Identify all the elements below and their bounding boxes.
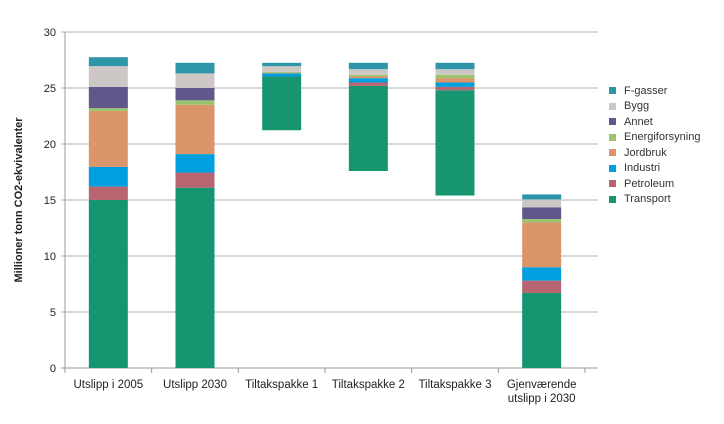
bar-segment-jordbruk (435, 78, 475, 83)
bar-segment-industri (348, 78, 388, 83)
bar-segment-annet (522, 207, 562, 220)
y-tick-label: 15 (44, 195, 56, 207)
bar-segment-bygg (262, 66, 302, 72)
bar-segment-transport (262, 76, 302, 131)
bar-segment-transport (175, 187, 215, 368)
legend-label: Transport (624, 193, 671, 206)
legend-swatch (609, 133, 616, 141)
bar-segment-annet (175, 88, 215, 101)
x-tick-label: Tiltakspakke 1 (245, 379, 318, 391)
bar-segment-industri (522, 267, 562, 281)
legend-item: Annet (609, 114, 700, 130)
legend-swatch (609, 195, 616, 203)
legend-swatch (609, 180, 616, 188)
legend-item: Jordbruk (609, 145, 700, 161)
x-tick-label: Utslipp i 2005 (73, 379, 143, 391)
y-axis-label: Millioner tonn CO2-ekvivalenter (13, 117, 25, 283)
legend-label: Annet (624, 115, 653, 128)
bar-segment-bygg (88, 66, 128, 87)
bar-segment-transport (522, 292, 562, 368)
bar-segment-petroleum (435, 86, 475, 91)
bar-segment-f-gasser (88, 57, 128, 67)
x-tick-label: Utslipp 2030 (163, 379, 227, 391)
legend-label: Petroleum (624, 177, 675, 190)
bar-segment-f-gasser (435, 62, 475, 70)
legend-item: Bygg (609, 99, 700, 115)
bar-segment-energiforsyning (88, 108, 128, 111)
bar-segment-bygg (522, 199, 562, 208)
bar-segment-bygg (435, 69, 475, 75)
bar-segment-bygg (175, 73, 215, 88)
legend-item: Energiforsyning (609, 130, 700, 146)
legend-label: Jordbruk (624, 146, 667, 159)
bar-segment-petroleum (175, 172, 215, 188)
y-tick-label: 30 (44, 27, 56, 39)
bar-segment-petroleum (348, 82, 388, 86)
bar-segment-industri (435, 82, 475, 87)
legend-item: Industri (609, 161, 700, 177)
bar-segment-f-gasser (262, 62, 302, 67)
bar-segment-annet (88, 86, 128, 109)
bar-segment-f-gasser (175, 62, 215, 74)
x-tick-label: Tiltakspakke 2 (332, 379, 405, 391)
legend-swatch (609, 102, 616, 110)
y-tick-label: 0 (50, 363, 56, 375)
bar-segment-industri (175, 154, 215, 173)
bar-segment-energiforsyning (522, 219, 562, 223)
bar-segment-jordbruk (262, 72, 302, 74)
legend-label: F-gasser (624, 84, 668, 97)
bar-segment-transport (435, 90, 475, 196)
bar-segment-jordbruk (88, 110, 128, 167)
bar-segment-energiforsyning (435, 74, 475, 79)
bar-segment-transport (348, 85, 388, 171)
bar-segment-bygg (348, 69, 388, 75)
bar-segment-f-gasser (348, 62, 388, 70)
bar-segment-petroleum (88, 186, 128, 200)
legend-label: Energiforsyning (624, 131, 701, 144)
legend-label: Industri (624, 162, 661, 175)
legend-swatch (609, 87, 616, 95)
x-tick-label: Tiltakspakke 3 (418, 379, 491, 391)
bar-segment-industri (88, 166, 128, 187)
legend: F-gasser Bygg Annet Energiforsyning Jordbruk… (609, 83, 700, 207)
x-tick-label: utslipp i 2030 (508, 393, 576, 405)
bar-segment-energiforsyning (262, 71, 302, 73)
bar-segment-jordbruk (175, 104, 215, 155)
bar-segment-petroleum (522, 280, 562, 293)
legend-swatch (609, 164, 616, 172)
x-tick-label: Gjenværende (507, 379, 577, 391)
legend-label: Bygg (624, 100, 650, 113)
y-tick-label: 10 (44, 251, 56, 263)
legend-swatch (609, 118, 616, 126)
y-tick-label: 25 (44, 83, 56, 95)
bar-segment-energiforsyning (175, 100, 215, 105)
bar-segment-industri (262, 73, 302, 77)
legend-swatch (609, 149, 616, 157)
bar-segment-f-gasser (522, 194, 562, 200)
legend-item: F-gasser (609, 83, 700, 99)
y-tick-label: 20 (44, 139, 56, 151)
bar-segment-transport (88, 200, 128, 368)
legend-item: Petroleum (609, 176, 700, 192)
bar-segment-energiforsyning (348, 74, 388, 77)
bar-segment-jordbruk (522, 222, 562, 268)
y-tick-label: 5 (50, 307, 56, 319)
bar-segment-jordbruk (348, 76, 388, 79)
legend-item: Transport (609, 192, 700, 208)
